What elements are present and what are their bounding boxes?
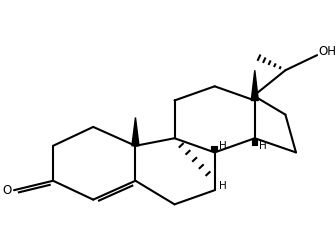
Polygon shape [132, 117, 139, 146]
Text: O: O [2, 184, 11, 197]
Text: H: H [218, 181, 226, 190]
Text: OH: OH [319, 45, 336, 58]
Text: H: H [218, 141, 226, 151]
Polygon shape [251, 70, 258, 100]
Text: H: H [259, 141, 266, 151]
